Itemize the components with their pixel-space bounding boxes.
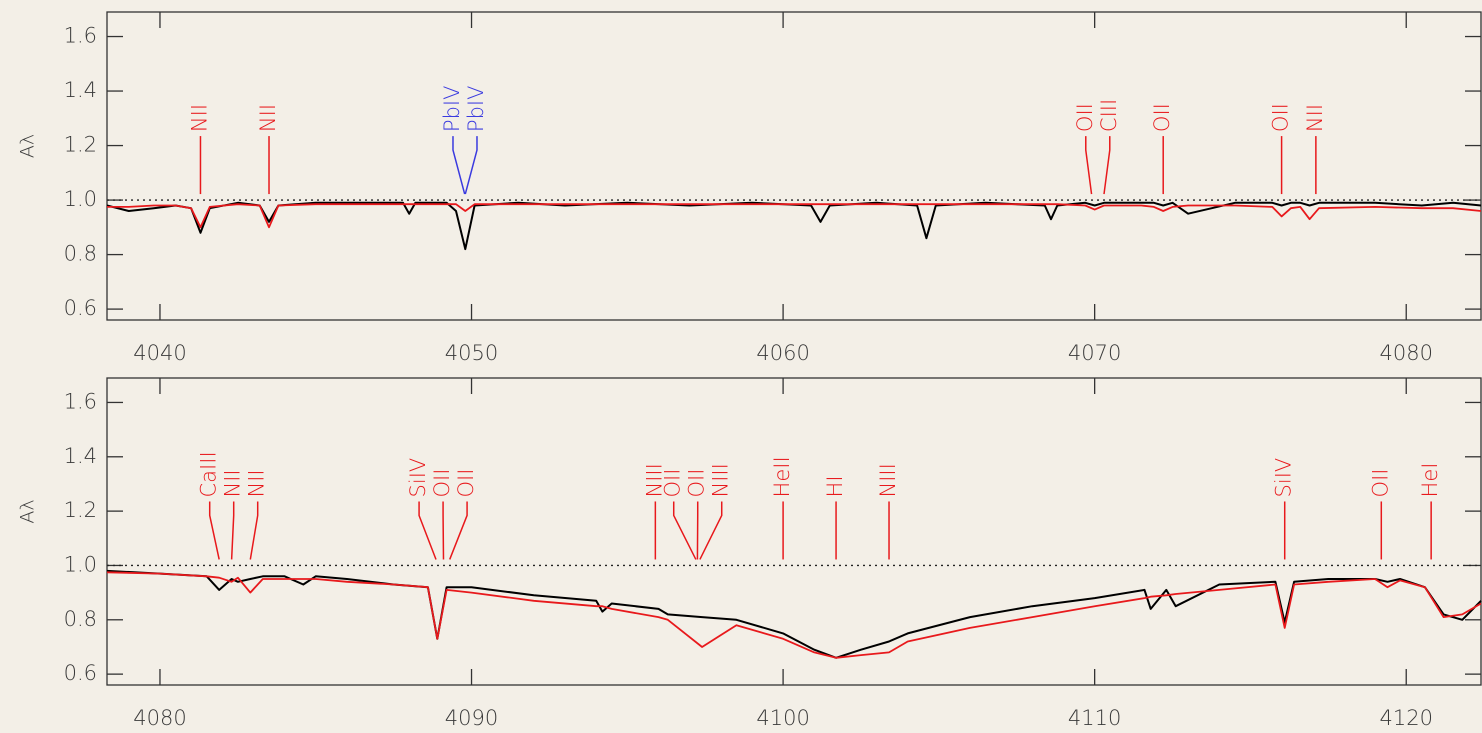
line-label: SiIV — [406, 458, 430, 498]
y-tick-label: 1.4 — [64, 444, 97, 468]
line-label: PbIV — [464, 86, 488, 133]
plot-area — [107, 564, 1482, 659]
line-label: HI — [823, 475, 847, 497]
x-tick-label: 4120 — [1379, 706, 1432, 730]
y-tick-label: 1.6 — [64, 24, 97, 48]
line-label: OII — [1073, 103, 1097, 132]
x-tick-label: 4050 — [445, 341, 498, 365]
line-label: CaIII — [197, 451, 221, 497]
line-label: CIII — [1097, 99, 1121, 132]
spectrum-line — [107, 203, 1482, 229]
plot-area — [107, 199, 1482, 251]
spectrum-line — [107, 571, 1482, 659]
line-label: NII — [187, 104, 211, 132]
line-label: NII — [256, 104, 280, 132]
x-tick-label: 4080 — [1379, 341, 1432, 365]
line-label: NII — [221, 469, 245, 497]
line-label: OII — [1368, 469, 1392, 498]
x-tick-label: 4100 — [756, 706, 809, 730]
line-pointer — [208, 501, 220, 560]
y-tick-label: 0.8 — [64, 242, 97, 266]
line-pointer — [699, 501, 723, 560]
x-tick-label: 4070 — [1068, 341, 1121, 365]
line-label: HeI — [1418, 463, 1442, 498]
line-label: OII — [685, 469, 709, 498]
line-label: NIII — [709, 463, 733, 497]
line-label: NIII — [642, 463, 666, 497]
line-identifications: NII NII PbIV PbIV OII CIII OII OII NII — [187, 86, 1327, 195]
y-tick-label: 1.2 — [64, 498, 97, 522]
line-label: OII — [430, 469, 454, 498]
line-pointer — [418, 501, 437, 560]
line-label: SiIV — [1272, 458, 1296, 498]
line-label: HeII — [770, 456, 794, 497]
y-tick-label: 0.8 — [64, 607, 97, 631]
line-pointer — [449, 501, 468, 560]
line-pointer — [249, 501, 259, 560]
x-tick-label: 4110 — [1068, 706, 1121, 730]
line-pointer — [452, 136, 466, 195]
line-label: OII — [661, 469, 685, 498]
line-pointer — [230, 501, 235, 560]
line-pointer — [1103, 136, 1111, 195]
line-label: PbIV — [440, 86, 464, 133]
y-axis-label: Aλ — [17, 499, 39, 523]
x-tick-label: 4080 — [133, 706, 186, 730]
x-tick-label: 4090 — [445, 706, 498, 730]
plot-frame — [106, 377, 1482, 686]
line-pointer — [464, 136, 478, 195]
plot-frame — [106, 11, 1482, 321]
y-tick-label: 1.6 — [64, 389, 97, 413]
line-pointer — [672, 501, 697, 560]
y-axis-label: Aλ — [17, 134, 39, 158]
line-label: NIII — [876, 463, 900, 497]
line-pointer — [1085, 136, 1093, 195]
line-label: OII — [1150, 103, 1174, 132]
line-label: NII — [245, 469, 269, 497]
y-tick-label: 1.2 — [64, 133, 97, 157]
y-tick-label: 1.4 — [64, 78, 97, 102]
line-label: OII — [454, 469, 478, 498]
y-tick-label: 0.6 — [64, 296, 97, 320]
x-tick-label: 4060 — [756, 341, 809, 365]
x-tick-label: 4040 — [133, 341, 186, 365]
spectrum-line — [107, 201, 1482, 251]
y-tick-label: 1.0 — [64, 187, 97, 211]
line-label: NII — [1303, 104, 1327, 132]
line-label: OII — [1269, 103, 1293, 132]
y-tick-label: 0.6 — [64, 661, 97, 685]
y-tick-label: 1.0 — [64, 552, 97, 576]
